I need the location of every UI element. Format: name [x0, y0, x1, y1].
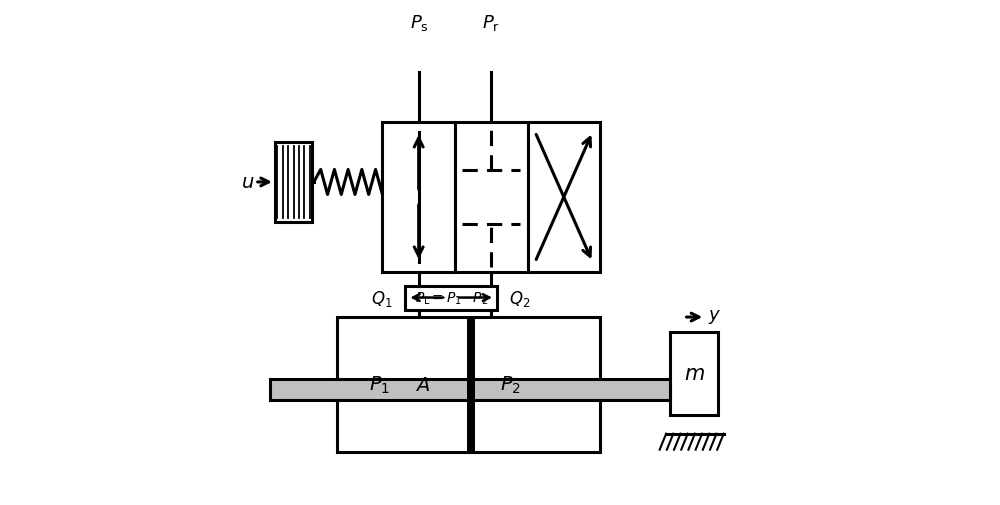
Text: $m$: $m$ [684, 364, 705, 383]
Text: $P_1$: $P_1$ [369, 374, 390, 395]
Bar [275, 142, 312, 223]
Text: $Q_1$: $Q_1$ [371, 288, 392, 308]
Text: $A$: $A$ [415, 375, 430, 394]
Text: $u$: $u$ [241, 173, 255, 192]
Bar [382, 123, 455, 273]
Text: $P_\mathrm{L}=P_1{-}P_2$: $P_\mathrm{L}=P_1{-}P_2$ [415, 290, 488, 306]
Text: $P_2$: $P_2$ [476, 285, 494, 305]
Bar [528, 123, 600, 273]
Text: $P_\mathrm{r}$: $P_\mathrm{r}$ [482, 13, 501, 33]
Text: $y$: $y$ [708, 307, 721, 325]
Bar [455, 123, 528, 273]
Bar [270, 379, 670, 400]
Bar [337, 318, 600, 452]
Bar [405, 286, 497, 310]
Text: $P_2$: $P_2$ [500, 374, 521, 395]
Bar [670, 332, 718, 415]
Text: $Q_2$: $Q_2$ [509, 288, 530, 308]
Text: $P_\mathrm{s}$: $P_\mathrm{s}$ [410, 13, 428, 33]
Bar [467, 318, 475, 452]
Text: $P_1$: $P_1$ [403, 285, 422, 305]
